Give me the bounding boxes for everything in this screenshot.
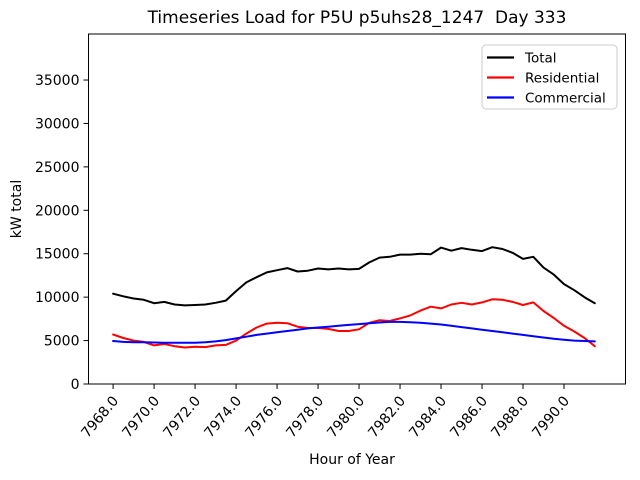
legend-label-residential: Residential bbox=[525, 71, 599, 87]
x-tick-label: 7980.0 bbox=[324, 393, 368, 441]
x-tick-label: 7976.0 bbox=[242, 393, 286, 441]
x-tick-label: 7970.0 bbox=[119, 393, 163, 441]
plot-frame bbox=[88, 33, 626, 385]
chart-title: Timeseries Load for P5U p5uhs28_1247 Day… bbox=[147, 8, 567, 28]
y-tick-label: 20000 bbox=[35, 203, 80, 219]
x-axis: 7968.07970.07972.07974.07976.07978.07980… bbox=[78, 384, 573, 441]
series-lines bbox=[112, 246, 596, 349]
y-tick-label: 25000 bbox=[35, 160, 80, 176]
x-tick-label: 7972.0 bbox=[160, 393, 204, 441]
x-tick-label: 7990.0 bbox=[529, 393, 573, 441]
x-axis-label: Hour of Year bbox=[309, 452, 395, 468]
y-tick-label: 15000 bbox=[35, 247, 80, 263]
y-tick-label: 0 bbox=[71, 377, 80, 393]
y-axis: 0 5000 10000 15000 20000 25000 30000 35000 bbox=[35, 73, 89, 393]
x-tick-label: 7986.0 bbox=[447, 393, 491, 441]
y-tick-label: 10000 bbox=[35, 290, 80, 306]
x-tick-label: 7974.0 bbox=[201, 393, 245, 441]
x-tick-label: 7982.0 bbox=[365, 393, 409, 441]
x-tick-label: 7968.0 bbox=[78, 393, 122, 441]
legend-box bbox=[481, 44, 618, 110]
legend: Total Residential Commercial bbox=[481, 44, 618, 110]
y-tick-label: 35000 bbox=[35, 73, 80, 89]
legend-label-commercial: Commercial bbox=[525, 91, 606, 107]
legend-label-total: Total bbox=[524, 51, 557, 67]
series-line-commercial bbox=[112, 320, 596, 344]
x-tick-label: 7988.0 bbox=[488, 393, 532, 441]
y-tick-label: 30000 bbox=[35, 116, 80, 132]
series-line-residential bbox=[112, 298, 596, 349]
y-tick-label: 5000 bbox=[44, 334, 80, 350]
x-tick-label: 7978.0 bbox=[283, 393, 327, 441]
y-axis-label: kW total bbox=[9, 180, 25, 238]
series-line-total bbox=[112, 246, 596, 307]
x-tick-label: 7984.0 bbox=[406, 393, 450, 441]
